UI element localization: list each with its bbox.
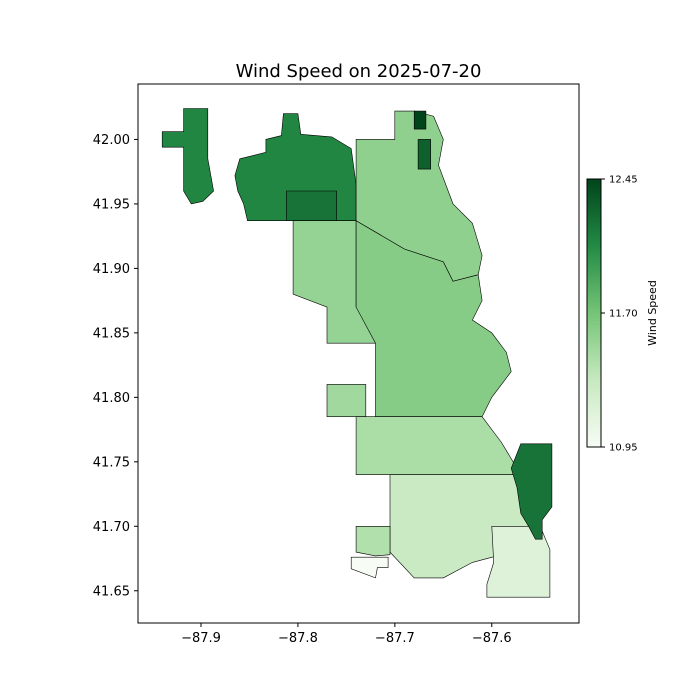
colorbar-tick-label: 12.45	[609, 175, 638, 186]
colorbar: Wind Speed 10.95 11.70 12.45	[586, 175, 659, 454]
colorbar-tick-label: 11.70	[609, 309, 638, 320]
map-region	[413, 110, 427, 130]
y-tick-label: 41.95	[93, 197, 130, 212]
x-tick-label: −87.7	[375, 631, 415, 646]
colorbar-bar	[586, 178, 602, 448]
map-region	[417, 139, 432, 170]
chart-title: Wind Speed on 2025-07-20	[236, 61, 482, 82]
map-region	[355, 416, 522, 476]
x-axis: −87.9 −87.8 −87.7 −87.6	[181, 623, 512, 646]
y-axis: 41.65 41.70 41.75 41.80 41.85 41.90 41.95 42.00	[93, 133, 138, 599]
y-tick-label: 41.85	[93, 326, 130, 341]
map-region	[355, 220, 512, 418]
map-region	[355, 525, 391, 557]
x-tick-label: −87.6	[472, 631, 512, 646]
x-tick-label: −87.9	[181, 631, 221, 646]
x-tick-label: −87.8	[278, 631, 318, 646]
map-region	[510, 443, 553, 540]
map-region	[161, 108, 214, 205]
map-region	[285, 190, 338, 221]
map-region	[350, 556, 389, 579]
y-tick-label: 41.65	[93, 584, 130, 599]
map-region	[326, 384, 367, 418]
y-tick-label: 41.70	[93, 520, 130, 535]
y-tick-label: 41.80	[93, 391, 130, 406]
plot-frame	[137, 83, 580, 624]
colorbar-label: Wind Speed	[646, 280, 659, 346]
map-regions	[161, 108, 553, 598]
y-tick-label: 41.75	[93, 455, 130, 470]
y-tick-label: 41.90	[93, 262, 130, 277]
colorbar-tick-label: 10.95	[609, 443, 638, 454]
y-tick-label: 42.00	[93, 133, 130, 148]
